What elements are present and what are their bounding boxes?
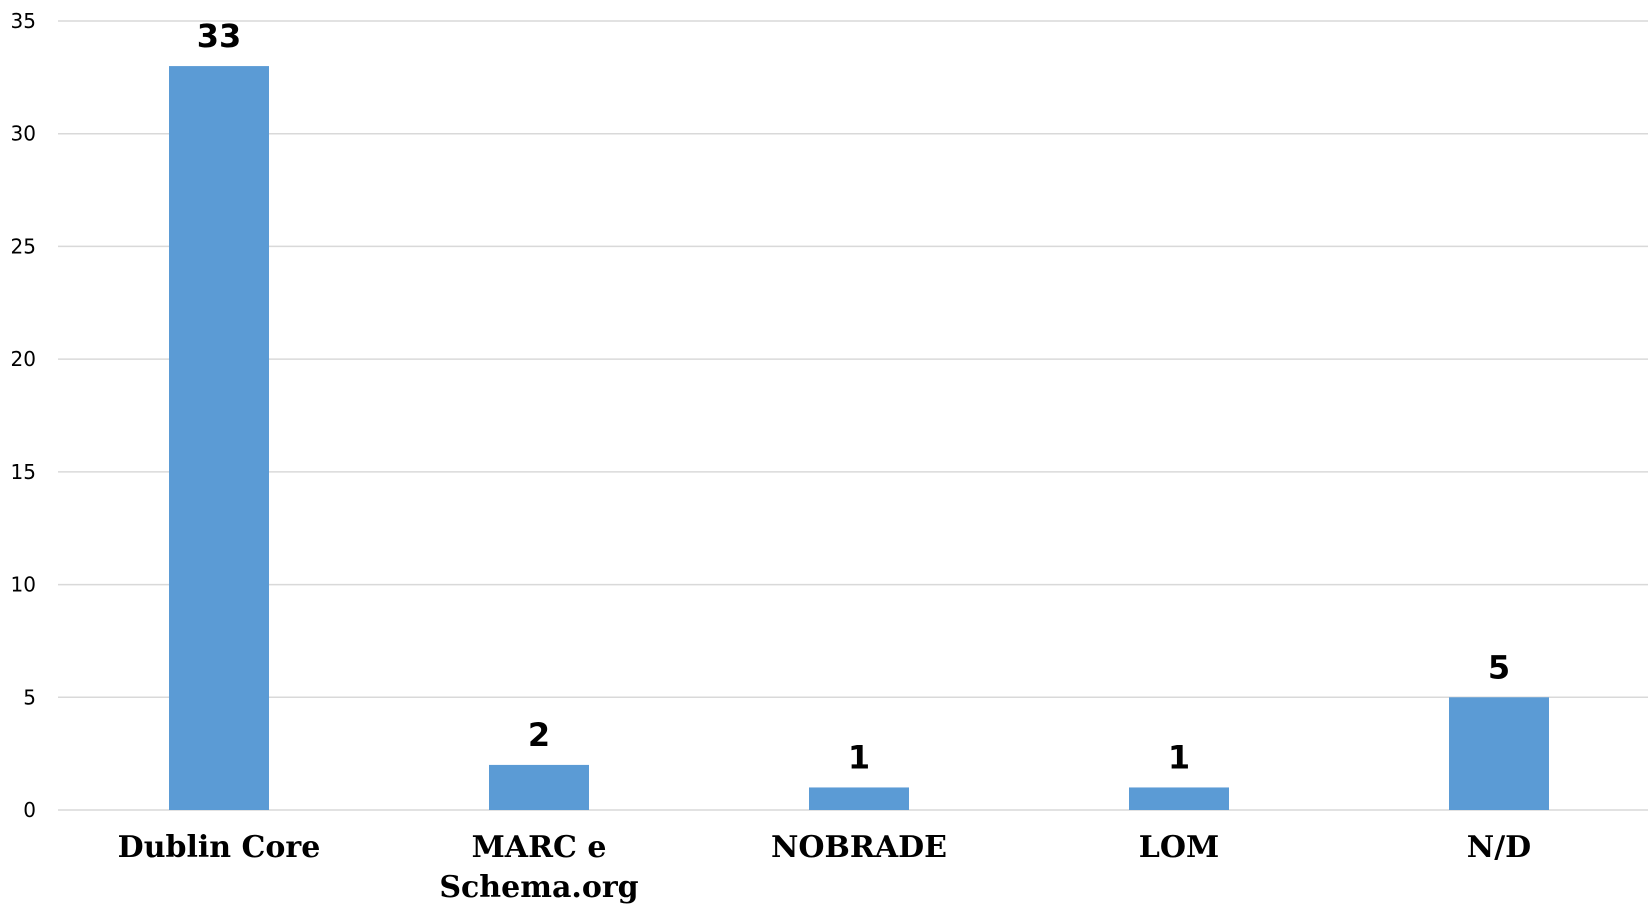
data-label: 1 [848,738,870,776]
data-label: 33 [197,17,242,55]
x-tick-label: NOBRADE [771,830,947,865]
y-tick-label: 15 [11,460,36,484]
x-tick-label-line: LOM [1139,830,1219,865]
bar [489,764,589,810]
y-tick-label: 5 [23,685,36,709]
bar [809,787,909,810]
y-tick-label: 25 [11,234,36,258]
bars [169,66,1549,811]
data-label: 5 [1488,648,1510,686]
y-tick-label: 30 [11,122,36,146]
y-tick-label: 0 [23,798,36,822]
x-tick-label: LOM [1139,830,1219,865]
y-tick-label: 10 [11,573,36,597]
bar [1129,787,1229,810]
x-tick-label-line: Schema.org [439,870,638,904]
x-tick-label-line: N/D [1467,830,1531,865]
gridlines [58,20,1648,811]
x-tick-label: Dublin Core [118,830,321,865]
y-axis: 0 5 10 15 20 25 30 35 [11,9,36,822]
data-labels: 33 2 1 1 5 [197,17,1510,776]
x-tick-label: MARC e Schema.org [439,830,638,904]
x-axis: Dublin Core MARC e Schema.org NOBRADE LOM N/D [118,830,1532,904]
y-tick-label: 35 [11,9,36,33]
data-label: 2 [528,716,550,754]
data-label: 1 [1168,738,1190,776]
x-tick-label: N/D [1467,830,1531,865]
bar [169,66,269,811]
bar [1449,697,1549,810]
x-tick-label-line: Dublin Core [118,830,321,865]
x-tick-label-line: MARC e [472,830,607,865]
y-tick-label: 20 [11,347,36,371]
x-tick-label-line: NOBRADE [771,830,947,865]
